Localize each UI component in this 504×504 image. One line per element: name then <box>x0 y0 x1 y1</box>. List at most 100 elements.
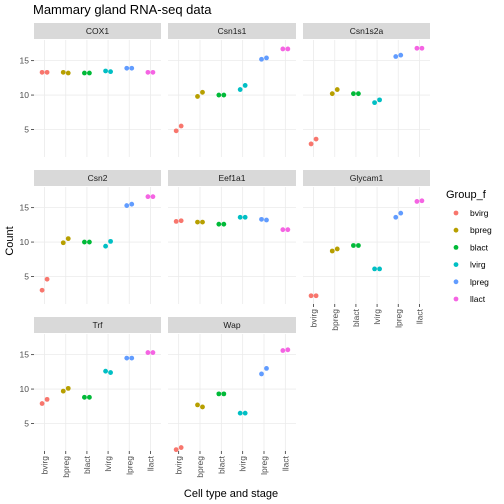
x-axis-label: Cell type and stage <box>184 488 278 500</box>
data-point <box>129 201 135 207</box>
data-point <box>414 45 420 51</box>
data-point <box>87 239 92 245</box>
facet-strip-label: Trf <box>92 320 103 330</box>
data-point <box>82 70 87 76</box>
facet-panel: Eef1a1 <box>168 170 296 304</box>
x-tick-label: lvirg <box>372 309 382 325</box>
y-tick-label: 15 <box>20 203 30 213</box>
data-point <box>124 203 130 208</box>
legend-label: bvirg <box>470 208 489 218</box>
data-point <box>285 227 291 233</box>
data-point <box>82 394 87 400</box>
facet-strip-label: Wap <box>223 320 240 330</box>
facet-panel: COX1 5 10 15 <box>20 23 161 157</box>
data-point <box>398 52 404 58</box>
data-point <box>216 391 222 397</box>
data-point <box>237 87 243 92</box>
data-point <box>44 69 50 75</box>
data-point <box>60 388 66 394</box>
legend-key <box>453 279 459 285</box>
data-point <box>103 68 108 74</box>
y-tick-label: 15 <box>20 56 30 66</box>
data-point <box>65 70 71 76</box>
legend-label: lvirg <box>470 260 486 270</box>
facet-plot-area <box>34 187 161 304</box>
data-point <box>259 56 264 62</box>
data-point <box>145 69 151 75</box>
legend: Group_f bvirg bpreg blact lvirg lpreg llact <box>446 189 492 304</box>
legend-key <box>453 210 459 216</box>
data-point <box>351 243 356 248</box>
data-point <box>87 394 92 400</box>
y-tick-label: 5 <box>24 271 29 281</box>
x-tick-label: llact <box>280 455 290 471</box>
y-axis-label: Count <box>4 226 16 255</box>
data-point <box>414 199 420 204</box>
data-point <box>313 293 319 299</box>
data-point <box>129 355 135 361</box>
facet-panel: Glycam1 bvirg bpreg blact lvirg lpreg llact <box>303 170 430 331</box>
x-tick-label: bvirg <box>309 309 319 328</box>
y-tick-label: 10 <box>20 384 30 394</box>
data-point <box>145 350 151 355</box>
data-point <box>237 214 243 220</box>
data-point <box>221 221 227 227</box>
facet-plot-area <box>34 334 161 451</box>
data-point <box>285 46 291 52</box>
y-tick-label: 5 <box>24 418 29 428</box>
facet-strip <box>34 317 161 333</box>
x-tick-label: bvirg <box>174 456 184 475</box>
facet-strip <box>34 170 161 186</box>
data-point <box>44 396 50 402</box>
data-point <box>178 218 184 224</box>
data-point <box>259 371 264 377</box>
data-point <box>221 391 227 397</box>
x-tick-label: bpreg <box>195 456 205 478</box>
data-point <box>82 239 87 245</box>
data-point <box>351 91 356 97</box>
legend-label: lpreg <box>470 277 489 287</box>
x-tick-label: llact <box>414 308 424 324</box>
data-point <box>39 69 45 75</box>
data-point <box>264 217 269 223</box>
y-tick-label: 15 <box>20 350 30 360</box>
data-point <box>150 69 156 75</box>
x-tick-label: lvirg <box>238 456 248 472</box>
data-point <box>173 447 179 453</box>
x-tick-label: lpreg <box>124 456 134 475</box>
data-point <box>108 370 113 375</box>
legend-key <box>453 296 459 302</box>
facet-strip-label: Csn1s2a <box>350 26 384 36</box>
data-point <box>329 91 335 97</box>
facet-panel: Csn1s1 <box>168 23 296 157</box>
data-point <box>221 92 227 98</box>
data-point <box>419 198 425 204</box>
data-point <box>356 243 361 248</box>
data-point <box>39 287 45 293</box>
data-point <box>129 65 135 71</box>
x-tick-label: blact <box>82 455 92 474</box>
facet-strip-label: COX1 <box>86 26 109 36</box>
data-point <box>393 54 399 59</box>
data-point <box>264 366 269 371</box>
data-point <box>285 347 291 353</box>
data-point <box>334 246 340 252</box>
data-point <box>195 402 200 408</box>
facet-plot-area <box>168 334 296 451</box>
facet-strip-label: Glycam1 <box>350 173 384 183</box>
data-point <box>377 97 382 103</box>
facet-strip <box>168 23 296 39</box>
data-point <box>264 55 269 61</box>
data-point <box>200 404 205 410</box>
x-tick-label: bvirg <box>40 456 50 475</box>
facet-plot-area <box>168 40 296 157</box>
data-point <box>308 141 314 147</box>
x-tick-label: blact <box>216 455 226 474</box>
y-tick-label: 5 <box>24 124 29 134</box>
data-point <box>195 219 200 225</box>
chart-title: Mammary gland RNA-seq data <box>33 2 212 17</box>
data-point <box>280 348 286 353</box>
data-point <box>242 410 248 416</box>
data-point <box>372 266 377 272</box>
legend-key <box>453 245 459 250</box>
